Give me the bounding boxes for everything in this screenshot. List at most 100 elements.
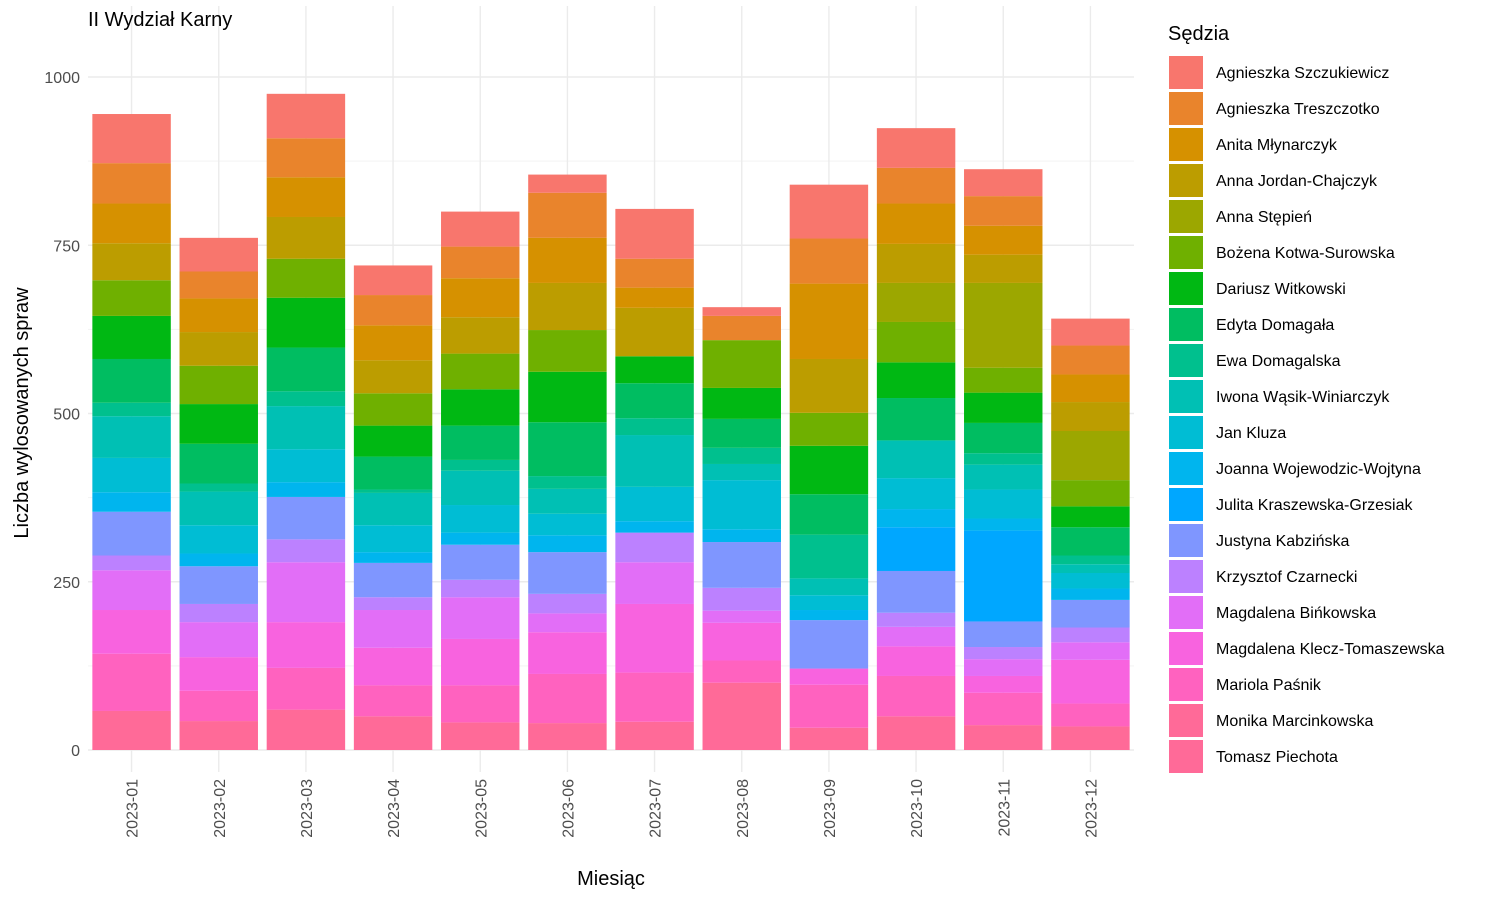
bar-segment-ewa-domagalska — [964, 453, 1043, 465]
legend-label: Bożena Kotwa-Surowska — [1216, 245, 1395, 262]
legend-label: Dariusz Witkowski — [1216, 281, 1346, 298]
bar-segment-justyna-kabzinska — [92, 511, 171, 556]
bar-segment-agnieszka-szczukiewicz — [964, 169, 1043, 197]
legend-key-krzysztof-czarnecki — [1169, 560, 1203, 593]
bar-segment-joanna-wojewodzic-wojtyna — [964, 518, 1043, 531]
bar-segment-ewa-domagalska — [353, 489, 433, 493]
legend-item: Anita Młynarczyk — [1169, 128, 1338, 161]
bar-segment-bozena-kotwa-surowska — [964, 367, 1043, 393]
bar-segment-krzysztof-czarnecki — [92, 555, 171, 571]
bar-segment-bozena-kotwa-surowska — [179, 365, 258, 405]
bar-segment-bozena-kotwa-surowska — [528, 330, 607, 372]
legend-item: Anna Stępień — [1169, 200, 1312, 233]
bar-layer — [92, 93, 1130, 750]
bar-segment-mariola-pasnik — [441, 685, 520, 723]
x-axis-title: Miesiąc — [577, 868, 645, 890]
x-tick-label: 2023-11 — [996, 779, 1013, 837]
legend-label: Edyta Domagała — [1216, 317, 1334, 334]
x-tick-label: 2023-03 — [299, 779, 316, 838]
bar-segment-jan-kluza — [1051, 573, 1130, 589]
bar-segment-dariusz-witkowski — [1051, 506, 1130, 528]
bar-segment-monika-marcinkowska — [528, 723, 607, 750]
legend-item: Tomasz Piechota — [1169, 740, 1338, 773]
axis-layer: 0 250 500 750 1000 2023-01 2023-02 2023-03 2023-… — [44, 70, 1100, 838]
bar-segment-joanna-wojewodzic-wojtyna — [441, 532, 520, 545]
bar-segment-anna-stepien — [1051, 430, 1130, 481]
bar-segment-mariola-pasnik — [789, 684, 869, 728]
bar-segment-jan-kluza — [266, 449, 346, 483]
bar-segment-mariola-pasnik — [528, 673, 607, 724]
bar-segment-justyna-kabzinska — [528, 552, 607, 594]
bar-segment-agnieszka-szczukiewicz — [266, 93, 346, 139]
bar-segment-magdalena-klecz-tomaszewska — [789, 668, 869, 685]
bar-segment-monika-marcinkowska — [266, 709, 346, 750]
bar-segment-agnieszka-treszczotko — [179, 271, 258, 299]
legend-key-tomasz-piechota — [1169, 740, 1203, 773]
bar-segment-agnieszka-szczukiewicz — [179, 237, 258, 272]
legend-item: Magdalena Bińkowska — [1169, 596, 1376, 629]
bar-segment-ewa-domagalska — [615, 418, 694, 436]
bar-segment-jan-kluza — [702, 480, 781, 530]
bar-segment-magdalena-klecz-tomaszewska — [441, 638, 520, 686]
bar-segment-justyna-kabzinska — [353, 562, 433, 598]
y-tick-label: 500 — [53, 407, 80, 424]
bar-segment-mariola-pasnik — [615, 672, 694, 722]
bar-segment-edyta-domagala — [702, 418, 781, 448]
legend: Sędzia Agnieszka Szczukiewicz Agnieszka T… — [1168, 23, 1445, 773]
legend-item: Monika Marcinkowska — [1169, 704, 1373, 737]
bar-segment-magdalena-binkowska — [876, 626, 956, 647]
bar-segment-monika-marcinkowska — [179, 721, 258, 750]
bar-segment-bozena-kotwa-surowska — [266, 258, 346, 298]
bar-segment-agnieszka-szczukiewicz — [702, 307, 781, 316]
legend-item: Anna Jordan-Chajczyk — [1169, 164, 1378, 197]
legend-items: Agnieszka Szczukiewicz Agnieszka Treszczo… — [1169, 56, 1445, 773]
bar-segment-edyta-domagala — [528, 422, 607, 477]
bar-segment-anna-jordan-chajczyk — [615, 307, 694, 357]
bar-segment-krzysztof-czarnecki — [441, 579, 520, 598]
legend-item: Agnieszka Szczukiewicz — [1169, 56, 1389, 89]
bar-segment-justyna-kabzinska — [702, 542, 781, 588]
bar-segment-dariusz-witkowski — [528, 371, 607, 423]
bar-segment-ewa-domagalska — [179, 483, 258, 492]
bar-segment-monika-marcinkowska — [441, 722, 520, 750]
bar-segment-dariusz-witkowski — [266, 297, 346, 348]
bar-segment-magdalena-klecz-tomaszewska — [179, 657, 258, 691]
x-tick-label: 2023-05 — [473, 779, 490, 838]
bar-segment-monika-marcinkowska — [876, 716, 956, 750]
bar-segment-joanna-wojewodzic-wojtyna — [353, 552, 433, 563]
legend-label: Anna Jordan-Chajczyk — [1216, 173, 1378, 190]
bar-segment-magdalena-binkowska — [441, 597, 520, 639]
x-tick-label: 2023-09 — [822, 779, 839, 838]
legend-item: Justyna Kabzińska — [1169, 524, 1350, 557]
bar-segment-monika-marcinkowska — [1051, 726, 1130, 750]
bar-segment-iwona-wasik-winiarczyk — [266, 406, 346, 450]
legend-key-iwona-wasik-winiarczyk — [1169, 380, 1203, 413]
legend-label: Krzysztof Czarnecki — [1216, 569, 1357, 586]
bar-segment-dariusz-witkowski — [702, 387, 781, 419]
legend-key-mariola-pasnik — [1169, 668, 1203, 701]
bar-segment-mariola-pasnik — [1051, 703, 1130, 727]
bar-segment-bozena-kotwa-surowska — [353, 393, 433, 426]
legend-key-anna-jordan-chajczyk — [1169, 164, 1203, 197]
legend-key-bozena-kotwa-surowska — [1169, 236, 1203, 269]
bar-segment-anita-mlynarczyk — [964, 225, 1043, 255]
legend-item: Krzysztof Czarnecki — [1169, 560, 1357, 593]
bar-segment-jan-kluza — [179, 525, 258, 554]
bar-segment-iwona-wasik-winiarczyk — [528, 488, 607, 514]
bar-segment-magdalena-binkowska — [528, 613, 607, 633]
bar-segment-justyna-kabzinska — [179, 566, 258, 604]
legend-key-monika-marcinkowska — [1169, 704, 1203, 737]
bar-segment-anna-jordan-chajczyk — [876, 243, 956, 283]
bar-segment-magdalena-binkowska — [1051, 642, 1130, 660]
legend-label: Tomasz Piechota — [1216, 749, 1338, 766]
bar-segment-iwona-wasik-winiarczyk — [702, 463, 781, 481]
bar-segment-jan-kluza — [353, 525, 433, 553]
bar-segment-agnieszka-treszczotko — [876, 167, 956, 204]
x-tick-label: 2023-12 — [1083, 779, 1100, 838]
bar-segment-ewa-domagalska — [266, 391, 346, 407]
bar-segment-anita-mlynarczyk — [179, 298, 258, 333]
y-tick-label: 0 — [71, 743, 80, 760]
bar-segment-anna-stepien — [876, 282, 956, 322]
bar-segment-magdalena-binkowska — [266, 562, 346, 623]
